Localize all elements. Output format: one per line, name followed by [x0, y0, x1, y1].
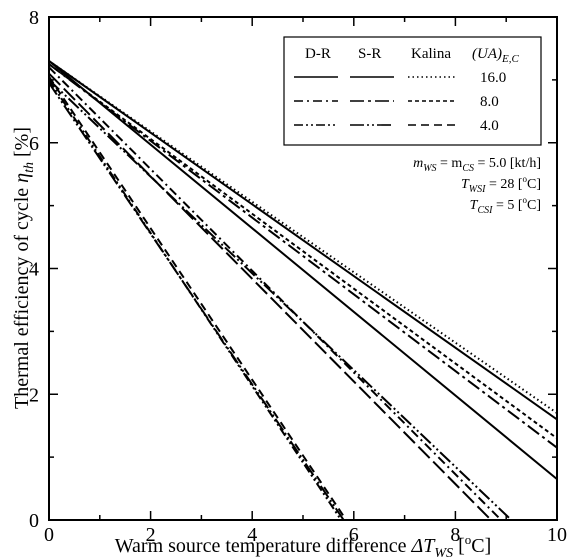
legend-header-kalina: Kalina: [411, 46, 451, 62]
legend-header-ua: (UA)E,C: [472, 46, 519, 65]
y-tick-label: 0: [29, 510, 39, 532]
series-line-d-r-16_0: [48, 60, 558, 480]
x-tick-label: 2: [146, 524, 156, 546]
series-line-s-r-4_0: [48, 82, 345, 521]
conditions: mWS = mCS = 5.0 [kt/h] TWSI = 28 [oC] TC…: [413, 156, 541, 216]
x-tick-label: 0: [44, 524, 54, 546]
legend-box: [283, 36, 542, 146]
legend-header-dr: D-R: [305, 46, 331, 62]
legend: D-R S-R Kalina (UA)E,C 16.0 8.0 4.0: [283, 36, 542, 146]
y-axis-title: Thermal efficiency of cycle ηth [%]: [11, 127, 37, 409]
legend-ua-4: 4.0: [480, 118, 499, 134]
series-line-d-r-8_0: [48, 66, 502, 521]
y-tick-label: 6: [29, 133, 39, 155]
series-lines: [48, 60, 558, 521]
tick-labels: 0 2 4 6 8 10 0 2 4 6 8: [29, 7, 567, 546]
condition-flow: mWS = mCS = 5.0 [kt/h]: [413, 156, 541, 174]
y-tick-label: 2: [29, 384, 39, 406]
y-tick-label: 8: [29, 7, 39, 29]
x-tick-label: 6: [349, 524, 359, 546]
series-line-kalina-4_0: [48, 76, 348, 521]
series-line-s-r-4_0b: [48, 79, 512, 521]
legend-ua-16: 16.0: [480, 70, 506, 86]
condition-twsi: TWSI = 28 [oC]: [461, 174, 541, 195]
legend-ua-8: 8.0: [480, 94, 499, 110]
y-tick-label: 4: [29, 259, 39, 281]
x-tick-label: 10: [547, 524, 567, 546]
x-tick-label: 8: [450, 524, 460, 546]
condition-tcsi: TCSI = 5 [oC]: [470, 195, 541, 216]
series-line-s-r-8_0: [48, 63, 558, 449]
x-tick-label: 4: [247, 524, 257, 546]
series-line-kalina-8_0: [48, 63, 558, 440]
x-axis-title: Warm source temperature difference ΔTWS …: [115, 532, 491, 559]
legend-header-sr: S-R: [358, 46, 381, 62]
